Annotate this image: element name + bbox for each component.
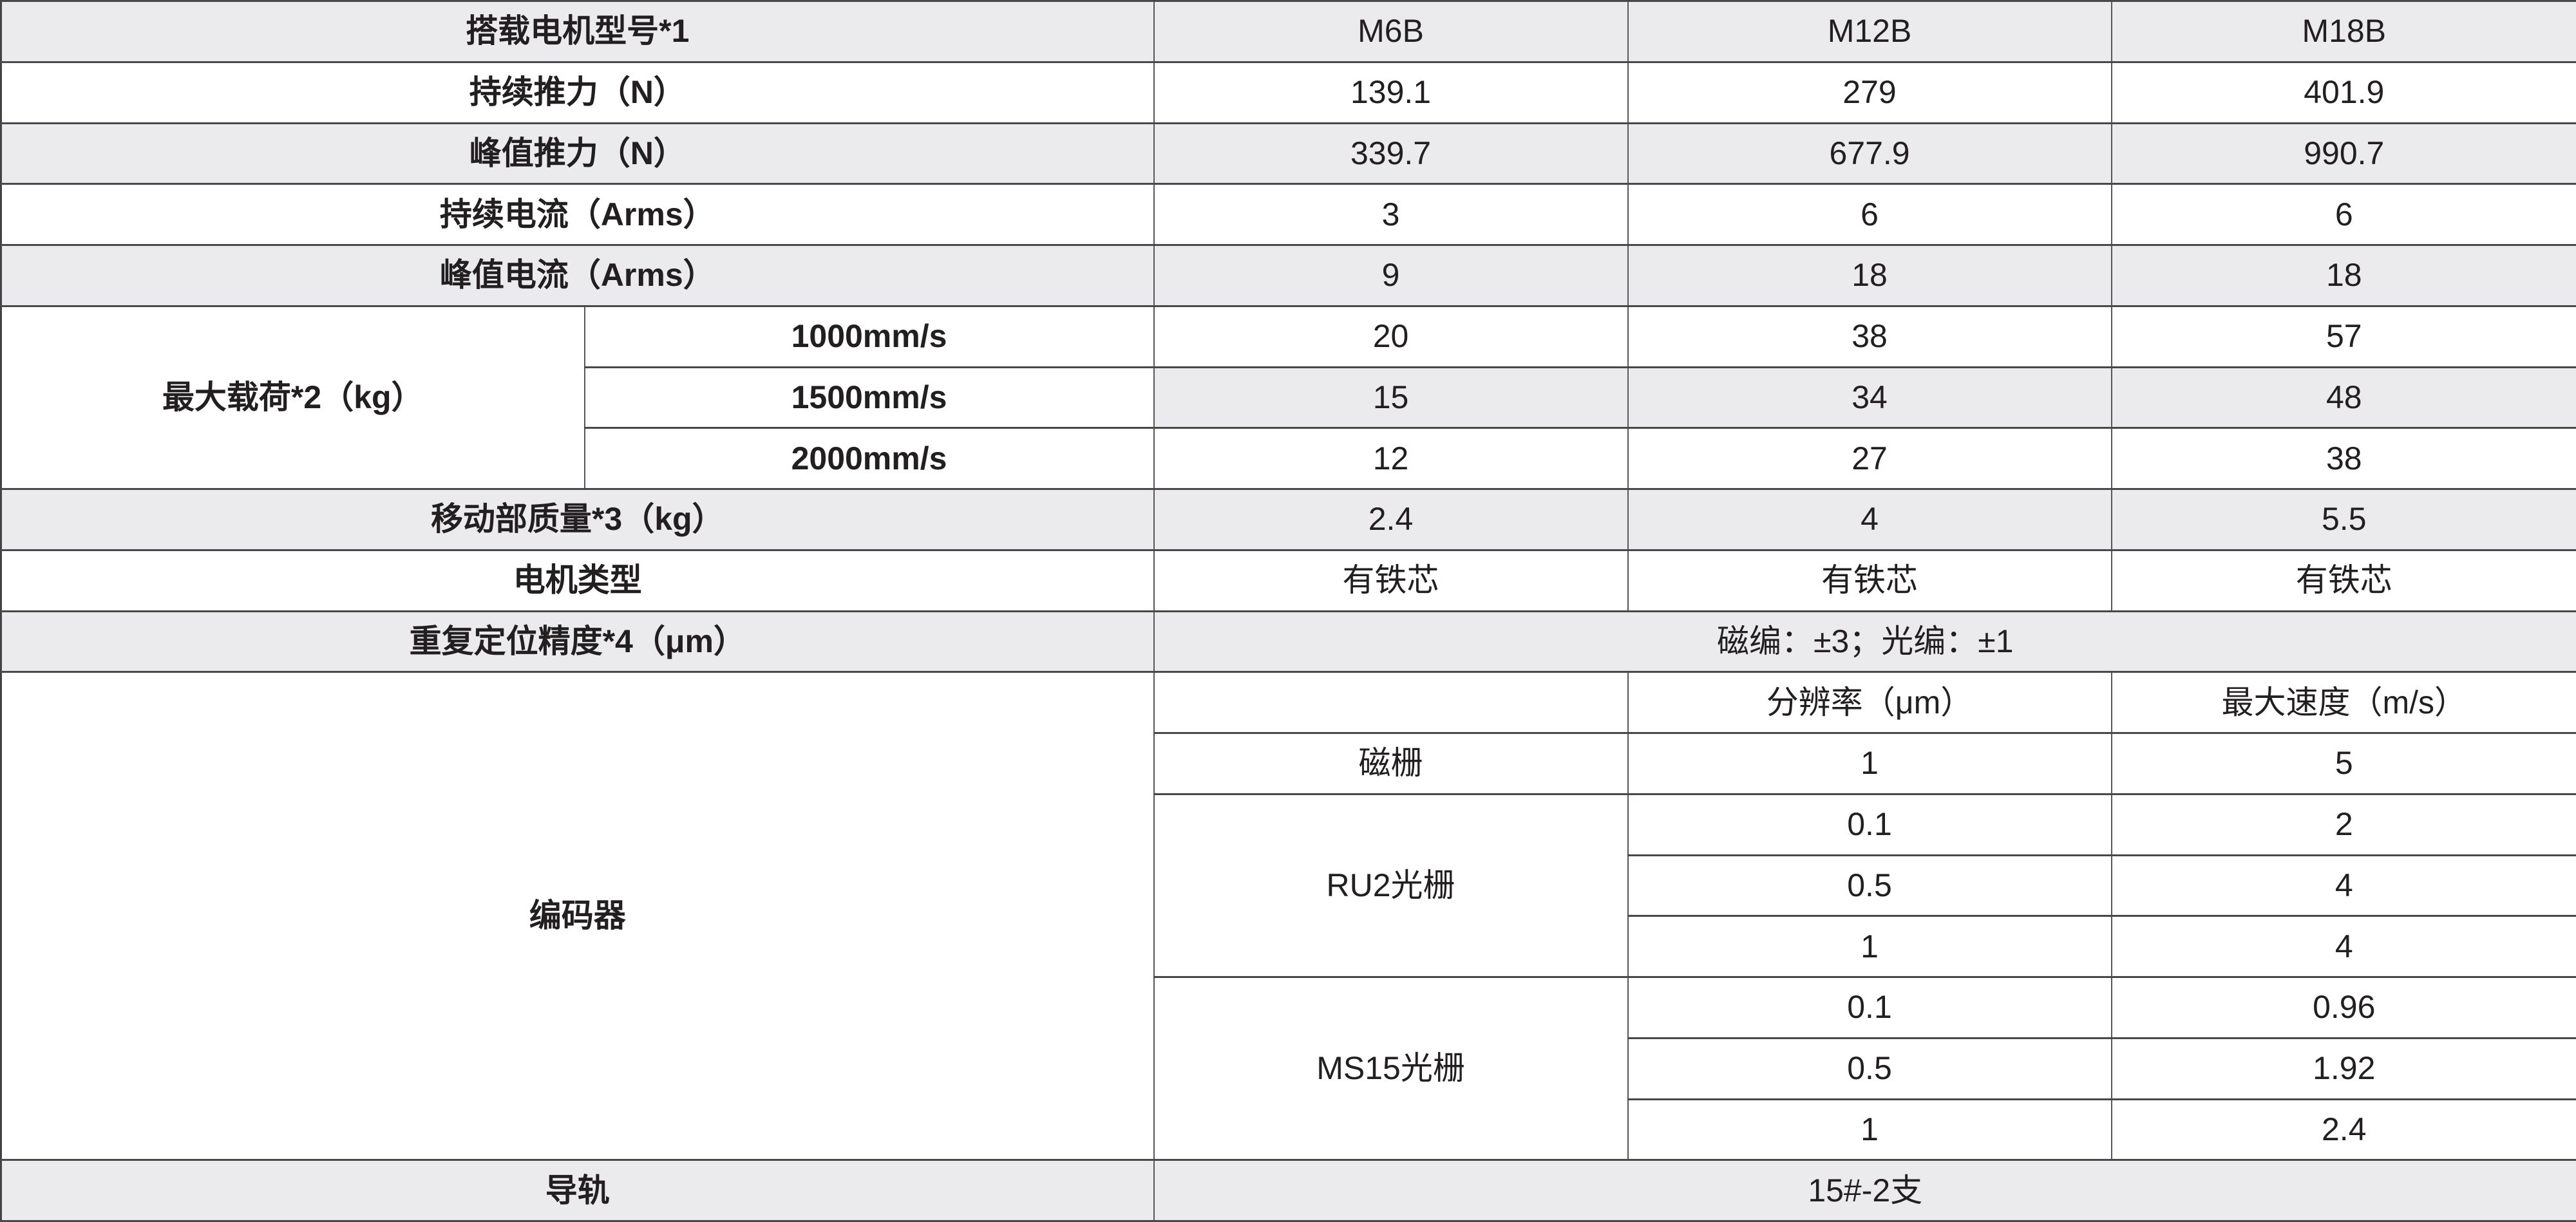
cell-ru2-row1-resolution: 0.1	[1627, 793, 2112, 856]
cell-continuous-thrust-m6b: 139.1	[1153, 61, 1629, 124]
cell-max-load-2000-m6b: 12	[1153, 427, 1629, 490]
cell-continuous-thrust-m12b: 279	[1627, 61, 2112, 124]
row-label-max-load: 最大载荷*2（kg）	[0, 305, 585, 491]
cell-motor-type-m18b: 有铁芯	[2110, 549, 2576, 612]
cell-speed-2000: 2000mm/s	[583, 427, 1155, 490]
encoder-group-ms15-optical-scale: MS15光栅	[1153, 975, 1629, 1161]
cell-ru2-row1-max-speed: 2	[2110, 793, 2576, 856]
row-label-motor-type: 电机类型	[0, 549, 1155, 612]
table-row-encoder-header: 编码器 分辨率（μm） 最大速度（m/s）	[0, 671, 2576, 1161]
encoder-subtable-corner-cell	[1153, 671, 1629, 734]
table-row-moving-mass: 移动部质量*3（kg） 2.4 4 5.5	[0, 488, 2576, 551]
table-row-encoder-ru2-2: 0.5 4	[1, 854, 2576, 917]
cell-peak-current-m6b: 9	[1153, 244, 1629, 307]
row-label-motor-model: 搭载电机型号*1	[0, 0, 1155, 63]
row-label-moving-mass: 移动部质量*3（kg）	[0, 488, 1155, 551]
cell-motor-type-m6b: 有铁芯	[1153, 549, 1629, 612]
cell-rail-value: 15#-2支	[1153, 1159, 2576, 1222]
row-label-peak-current: 峰值电流（Arms）	[0, 244, 1155, 307]
cell-peak-thrust-m18b: 990.7	[2110, 122, 2576, 185]
cell-max-load-1500-m12b: 34	[1627, 366, 2112, 429]
cell-continuous-thrust-m18b: 401.9	[2110, 61, 2576, 124]
encoder-header-max-speed: 最大速度（m/s）	[2110, 671, 2576, 734]
table-row-model: 搭载电机型号*1 M6B M12B M18B	[0, 0, 2576, 63]
cell-peak-thrust-m12b: 677.9	[1627, 122, 2112, 185]
cell-ru2-row2-resolution: 0.5	[1627, 854, 2112, 917]
cell-ms15-row3-max-speed: 2.4	[2110, 1098, 2576, 1161]
table-row-encoder-magnetic: 磁栅 1 5	[1, 732, 2576, 795]
cell-ms15-row1-max-speed: 0.96	[2110, 976, 2576, 1039]
table-row-peak-thrust: 峰值推力（N） 339.7 677.9 990.7	[0, 122, 2576, 185]
row-label-repeatability: 重复定位精度*4（μm）	[0, 610, 1155, 673]
cell-model-m6b: M6B	[1153, 0, 1629, 63]
cell-magnetic-max-speed: 5	[2110, 732, 2576, 795]
cell-speed-1500: 1500mm/s	[583, 366, 1155, 429]
cell-model-m18b: M18B	[2110, 0, 2576, 63]
table-row-motor-type: 电机类型 有铁芯 有铁芯 有铁芯	[0, 549, 2576, 612]
table-row-encoder-ru2-3: 1 4	[1, 915, 2576, 978]
row-label-continuous-thrust: 持续推力（N）	[0, 61, 1155, 124]
cell-ms15-row2-resolution: 0.5	[1627, 1037, 2112, 1100]
table-row-continuous-current: 持续电流（Arms） 3 6 6	[0, 183, 2576, 246]
cell-peak-current-m18b: 18	[2110, 244, 2576, 307]
cell-peak-current-m12b: 18	[1627, 244, 2112, 307]
row-label-encoder: 编码器	[0, 671, 1155, 1161]
encoder-group-ru2-optical-scale: RU2光栅	[1153, 793, 1629, 979]
cell-ru2-row3-max-speed: 4	[2110, 915, 2576, 978]
cell-ru2-row3-resolution: 1	[1627, 915, 2112, 978]
cell-repeatability-value: 磁编：±3；光编：±1	[1153, 610, 2576, 673]
cell-ms15-row3-resolution: 1	[1627, 1098, 2112, 1161]
table-row-encoder-ms15-2: 0.5 1.92	[1, 1037, 2576, 1100]
row-label-rail: 导轨	[0, 1159, 1155, 1222]
cell-peak-thrust-m6b: 339.7	[1153, 122, 1629, 185]
cell-max-load-1000-m18b: 57	[2110, 305, 2576, 368]
cell-max-load-1000-m6b: 20	[1153, 305, 1629, 368]
cell-moving-mass-m18b: 5.5	[2110, 488, 2576, 551]
cell-continuous-current-m18b: 6	[2110, 183, 2576, 246]
cell-magnetic-resolution: 1	[1627, 732, 2112, 795]
cell-max-load-1500-m6b: 15	[1153, 366, 1629, 429]
encoder-header-resolution: 分辨率（μm）	[1627, 671, 2112, 734]
table-row-encoder-ms15-3: 1 2.4	[1, 1098, 2576, 1161]
cell-continuous-current-m6b: 3	[1153, 183, 1629, 246]
cell-moving-mass-m6b: 2.4	[1153, 488, 1629, 551]
table-row-peak-current: 峰值电流（Arms） 9 18 18	[0, 244, 2576, 307]
cell-motor-type-m12b: 有铁芯	[1627, 549, 2112, 612]
table-row-rail: 导轨 15#-2支	[0, 1159, 2576, 1222]
cell-speed-1000: 1000mm/s	[583, 305, 1155, 368]
cell-max-load-2000-m12b: 27	[1627, 427, 2112, 490]
encoder-group-magnetic-scale: 磁栅	[1153, 732, 1629, 795]
row-label-peak-thrust: 峰值推力（N）	[0, 122, 1155, 185]
cell-max-load-2000-m18b: 38	[2110, 427, 2576, 490]
table-row-max-load-1500: 1500mm/s 15 34 48	[1, 366, 2576, 429]
cell-ms15-row1-resolution: 0.1	[1627, 976, 2112, 1039]
table-row-continuous-thrust: 持续推力（N） 139.1 279 401.9	[0, 61, 2576, 124]
cell-continuous-current-m12b: 6	[1627, 183, 2112, 246]
table-row-encoder-ms15-1: MS15光栅 0.1 0.96	[1, 975, 2576, 1161]
row-label-continuous-current: 持续电流（Arms）	[0, 183, 1155, 246]
cell-moving-mass-m12b: 4	[1627, 488, 2112, 551]
table-row-max-load-1000: 最大载荷*2（kg） 1000mm/s 20 38 57	[0, 305, 2576, 491]
cell-ms15-row2-max-speed: 1.92	[2110, 1037, 2576, 1100]
table-row-max-load-2000: 2000mm/s 12 27 38	[1, 427, 2576, 490]
cell-model-m12b: M12B	[1627, 0, 2112, 63]
cell-max-load-1500-m18b: 48	[2110, 366, 2576, 429]
cell-max-load-1000-m12b: 38	[1627, 305, 2112, 368]
table-row-repeatability: 重复定位精度*4（μm） 磁编：±3；光编：±1	[0, 610, 2576, 673]
cell-ru2-row2-max-speed: 4	[2110, 854, 2576, 917]
